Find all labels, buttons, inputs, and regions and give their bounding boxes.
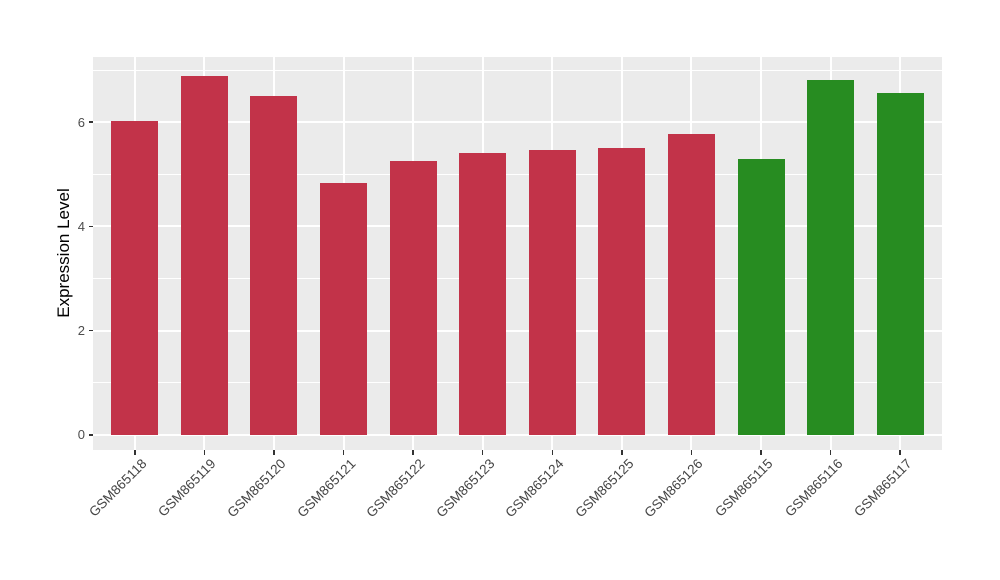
- plot-panel: [93, 57, 942, 450]
- bar-GSM865125: [598, 147, 646, 435]
- x-category-label-GSM865120: GSM865120: [224, 456, 289, 521]
- bar-GSM865118: [111, 121, 159, 435]
- x-category-label-GSM865124: GSM865124: [502, 456, 567, 521]
- x-tick-mark-GSM865126: [690, 450, 693, 455]
- bar-GSM865121: [320, 182, 368, 435]
- bar-GSM865126: [667, 133, 715, 435]
- bar-GSM865119: [180, 76, 228, 435]
- bar-GSM865124: [528, 149, 576, 435]
- minor-gridline-y-7: [93, 69, 942, 71]
- major-gridline-y-2: [93, 329, 942, 332]
- x-tick-mark-GSM865115: [760, 450, 762, 455]
- x-category-label-GSM865117: GSM865117: [851, 456, 915, 520]
- y-tick-label-4: 4: [77, 218, 85, 234]
- y-tick-mark-0: [89, 434, 93, 436]
- y-tick-label-6: 6: [77, 114, 85, 130]
- minor-gridline-y-1: [93, 382, 942, 384]
- bar-GSM865123: [459, 152, 507, 435]
- bar-GSM865120: [250, 95, 298, 435]
- x-tick-mark-GSM865124: [551, 450, 554, 455]
- bar-GSM865115: [737, 158, 785, 435]
- bar-GSM865117: [876, 93, 924, 435]
- x-tick-mark-GSM865116: [829, 450, 832, 455]
- x-tick-mark-GSM865122: [412, 450, 414, 455]
- x-category-label-GSM865118: GSM865118: [85, 456, 150, 520]
- x-tick-mark-GSM865125: [621, 450, 623, 455]
- x-tick-mark-GSM865117: [899, 450, 901, 455]
- bar-GSM865116: [807, 80, 855, 435]
- y-tick-label-2: 2: [77, 323, 85, 339]
- y-axis-title: Expression Level: [54, 188, 73, 318]
- x-category-label-GSM865116: GSM865116: [781, 456, 846, 520]
- major-gridline-y-4: [93, 225, 942, 228]
- x-category-label-GSM865115: GSM865115: [712, 456, 776, 520]
- bar-GSM865122: [389, 160, 437, 435]
- y-tick-label-0: 0: [77, 427, 85, 443]
- x-tick-mark-GSM865123: [481, 450, 484, 455]
- x-tick-mark-GSM865118: [134, 450, 136, 455]
- y-tick-mark-4: [89, 225, 93, 228]
- x-category-label-GSM865126: GSM865126: [641, 456, 707, 521]
- x-tick-mark-GSM865121: [342, 450, 345, 455]
- x-category-label-GSM865119: GSM865119: [155, 456, 219, 520]
- x-category-label-GSM865123: GSM865123: [433, 456, 498, 521]
- x-tick-mark-GSM865119: [203, 450, 206, 455]
- y-tick-mark-2: [89, 329, 93, 332]
- major-gridline-y-6: [93, 121, 942, 124]
- y-tick-mark-6: [89, 121, 93, 123]
- minor-gridline-y-3: [93, 278, 942, 280]
- minor-gridline-y-5: [93, 173, 942, 175]
- major-gridline-y-0: [93, 433, 942, 436]
- x-category-label-GSM865122: GSM865122: [363, 456, 428, 521]
- x-tick-mark-GSM865120: [273, 450, 275, 455]
- x-category-label-GSM865121: GSM865121: [293, 456, 359, 521]
- x-category-label-GSM865125: GSM865125: [572, 456, 637, 521]
